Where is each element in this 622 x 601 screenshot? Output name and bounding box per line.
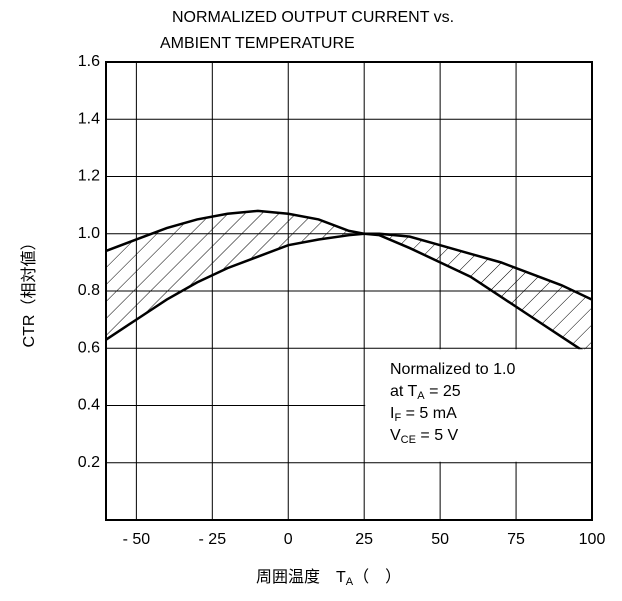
- annotation-line-part: Normalized to 1.0: [390, 361, 515, 378]
- annotation-line-part: = 5 mA: [401, 405, 457, 422]
- annotation-line-part: = 25: [425, 383, 461, 400]
- annotation-box: [365, 349, 591, 462]
- chart-title: AMBIENT TEMPERATURE: [160, 35, 355, 52]
- annotation-line-part: at T: [390, 383, 418, 400]
- y-tick-label: 0.4: [78, 397, 100, 414]
- x-tick-label: 75: [507, 531, 525, 548]
- y-tick-label: 0.6: [78, 339, 100, 356]
- annotation-line: VCE = 5 V: [390, 427, 459, 446]
- y-tick-label: 1.6: [78, 53, 100, 70]
- annotation-line: IF = 5 mA: [390, 405, 457, 424]
- x-tick-label: 25: [355, 531, 373, 548]
- annotation-line: Normalized to 1.0: [390, 361, 515, 378]
- y-tick-label: 0.8: [78, 282, 100, 299]
- chart-title: NORMALIZED OUTPUT CURRENT vs.: [172, 9, 454, 26]
- x-tick-label: - 50: [123, 531, 151, 548]
- y-tick-label: 1.2: [78, 168, 100, 185]
- series-line: [105, 232, 593, 358]
- y-axis-label: CTR（相対値）: [20, 235, 38, 348]
- annotation-line: at TA = 25: [390, 383, 461, 402]
- x-axis-label-part: A: [346, 576, 354, 588]
- x-axis-label-part: （ ）: [353, 568, 401, 586]
- plot-frame: [105, 61, 593, 521]
- annotation-line-part: I: [390, 405, 394, 422]
- band-hatch: [106, 210, 592, 357]
- annotation-line-part: F: [394, 412, 401, 424]
- y-tick-label: 0.2: [78, 454, 100, 471]
- annotation-line-part: A: [417, 390, 425, 402]
- x-axis-label-part: 周囲温度 T: [256, 568, 346, 586]
- x-tick-label: 0: [284, 531, 293, 548]
- y-tick-label: 1.0: [78, 225, 100, 242]
- x-tick-label: 50: [431, 531, 449, 548]
- annotation-line-part: = 5 V: [416, 427, 459, 444]
- x-tick-label: 100: [579, 531, 606, 548]
- annotation-line-part: CE: [401, 434, 416, 446]
- series-line: [105, 209, 593, 301]
- annotation-line-part: V: [390, 427, 401, 444]
- x-tick-label: - 25: [199, 531, 227, 548]
- y-tick-label: 1.4: [78, 110, 100, 127]
- x-axis-label: 周囲温度 TA（ ）: [256, 568, 401, 588]
